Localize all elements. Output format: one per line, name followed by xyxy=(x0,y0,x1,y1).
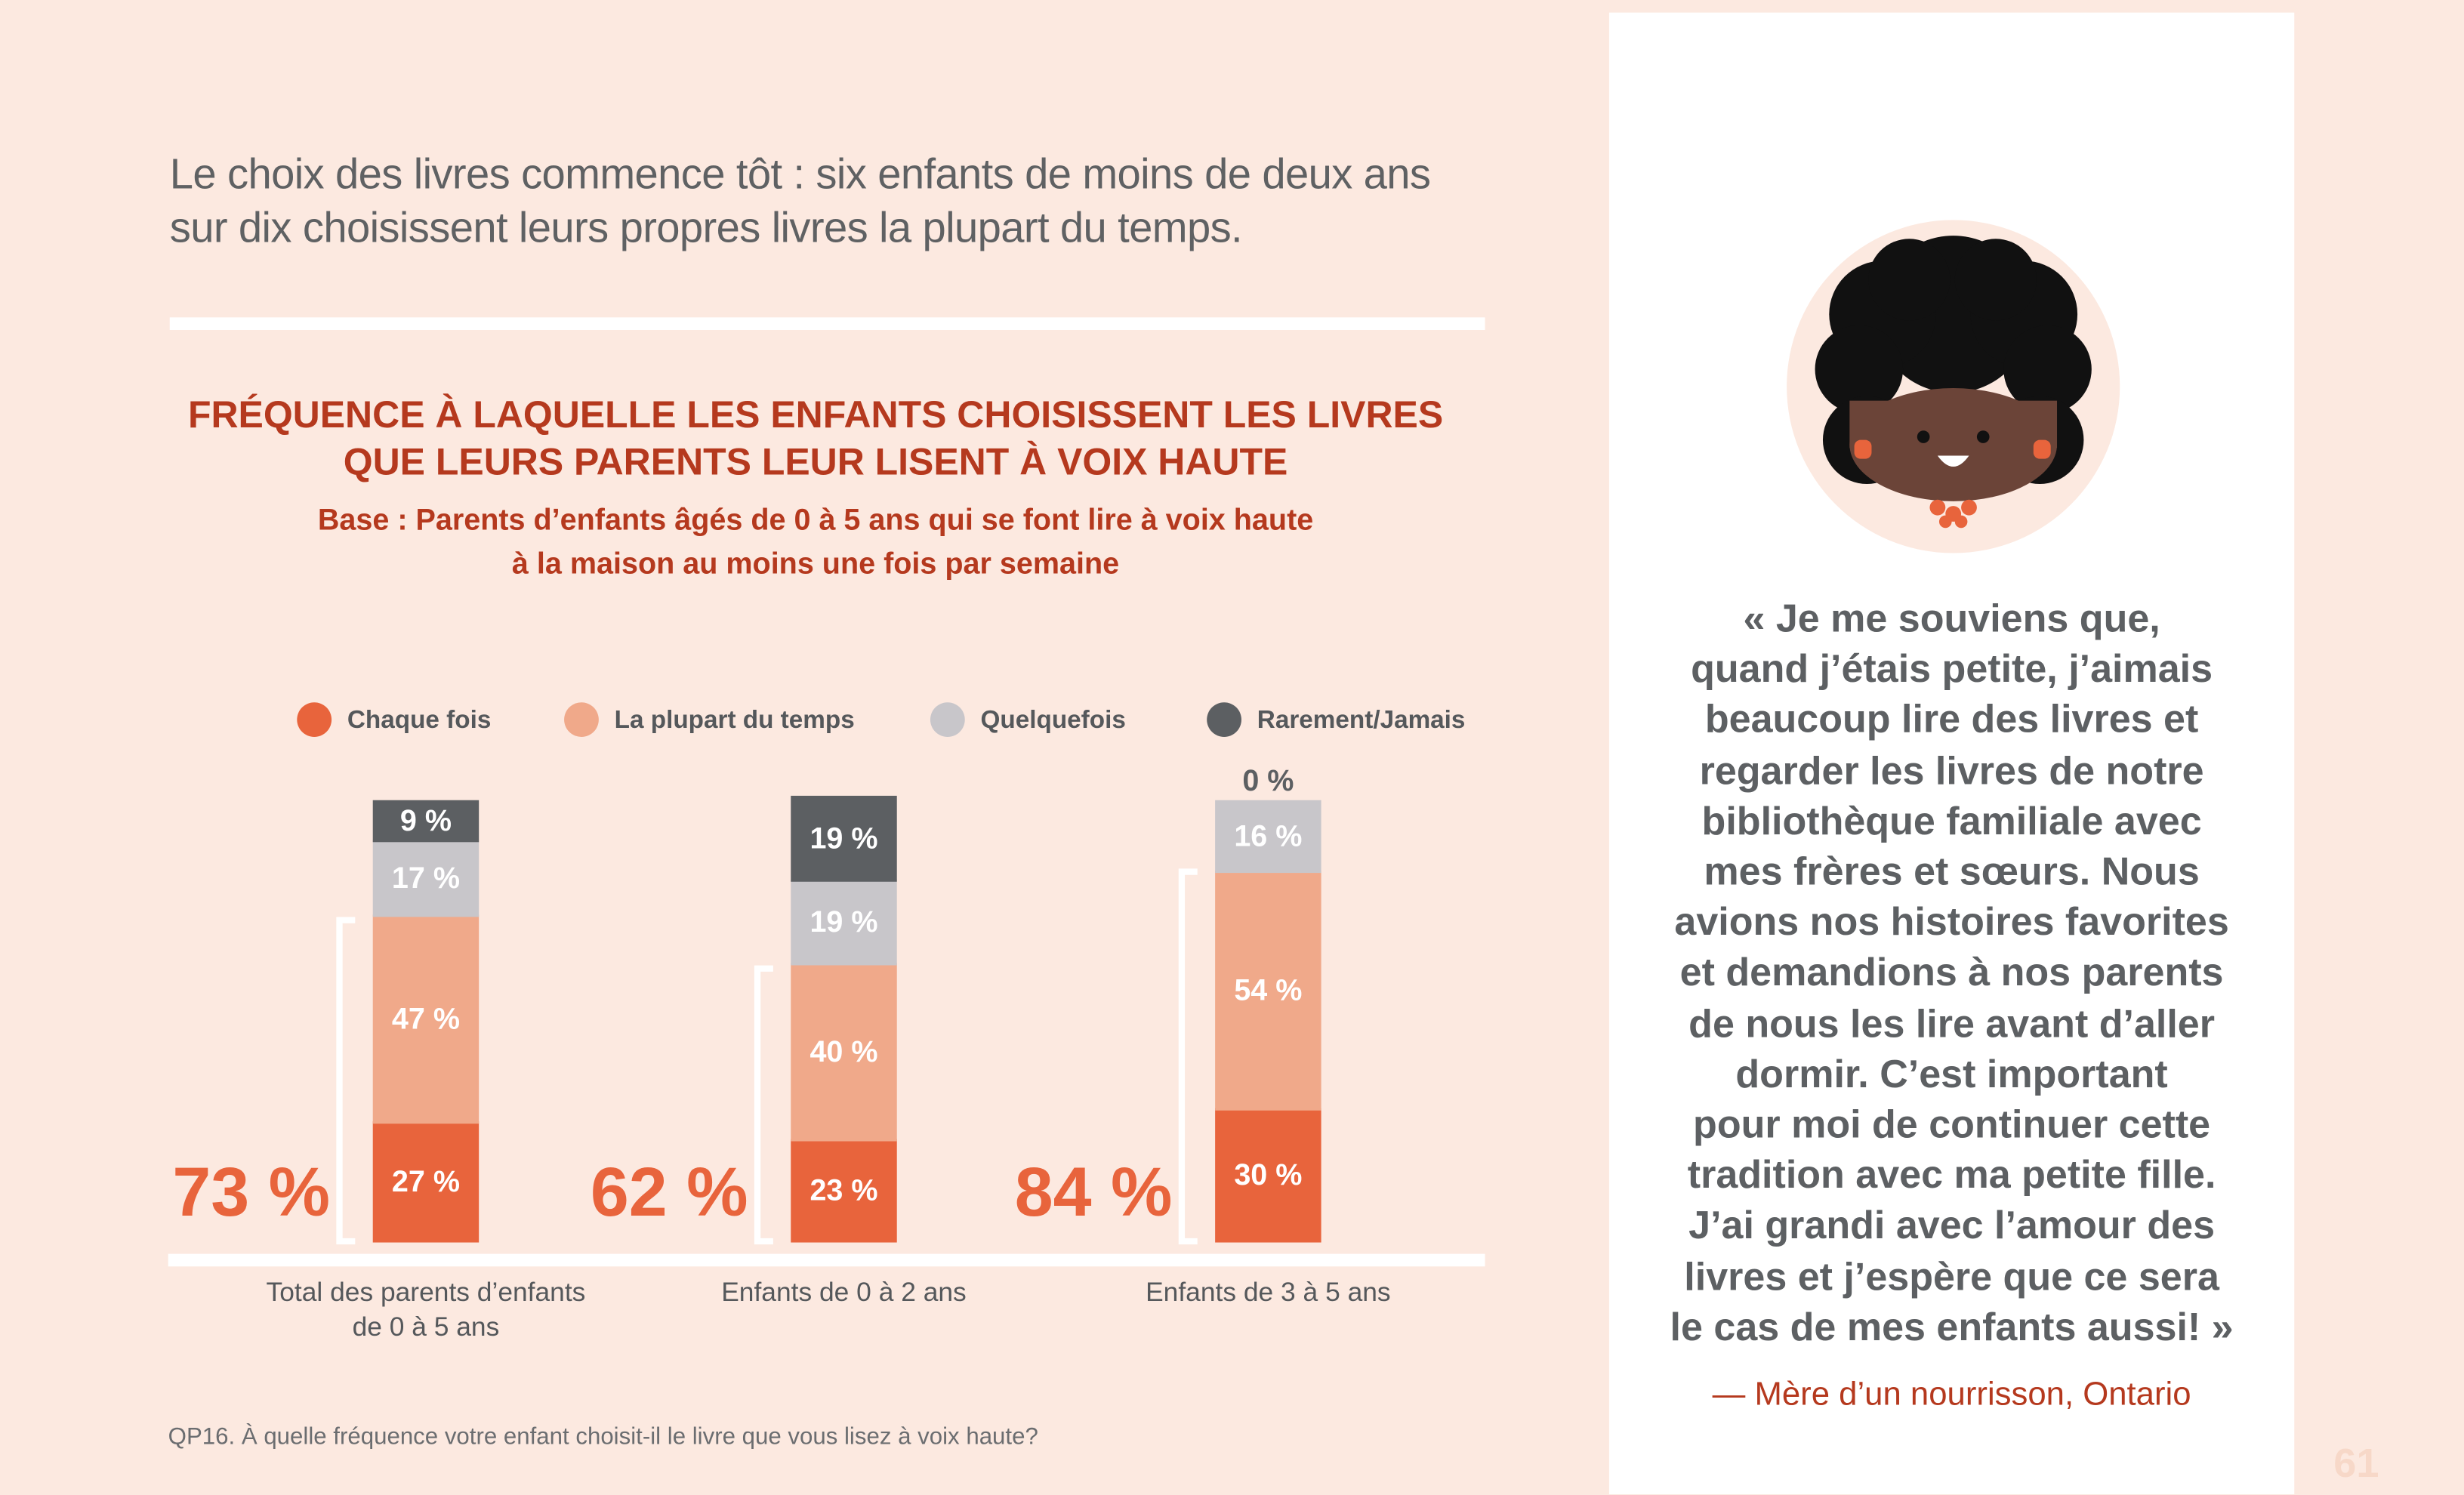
legend-swatch xyxy=(1207,702,1241,737)
value-label: 9 % xyxy=(400,804,452,837)
quote-line: bibliothèque familiale avec xyxy=(1701,799,2202,844)
bar-segment xyxy=(791,795,897,882)
quote-line: et demandions à nos parents xyxy=(1679,951,2224,996)
total-label: 73 % xyxy=(172,1154,330,1231)
bar-segment xyxy=(372,800,480,843)
chart-title-line: QUE LEURS PARENTS LEUR LISENT À VOIX HAU… xyxy=(343,441,1288,484)
lead-line: Le choix des livres commence tôt : six e… xyxy=(169,150,1431,199)
legend-label: Quelquefois xyxy=(981,706,1126,734)
chart-subtitle-line: Base : Parents d’enfants âgés de 0 à 5 a… xyxy=(317,504,1314,538)
value-label: 47 % xyxy=(392,1002,460,1035)
page-number: 61 xyxy=(2333,1439,2379,1487)
bar-segment xyxy=(1215,870,1321,1111)
quote-line: de nous les lire avant d’aller xyxy=(1688,1001,2216,1046)
bar-segment xyxy=(372,840,480,917)
value-label: 40 % xyxy=(810,1035,877,1068)
quote-attribution: — Mère d’un nourrisson, Ontario xyxy=(1712,1376,2191,1413)
bar-segment xyxy=(372,1121,480,1243)
quote-line: pour moi de continuer cette xyxy=(1693,1102,2211,1148)
quote-line: regarder les livres de notre xyxy=(1699,748,2204,794)
bar-segment xyxy=(791,879,897,966)
quote-line: beaucoup lire des livres et xyxy=(1704,698,2199,743)
quote-line: mes frères et sœurs. Nous xyxy=(1704,849,2200,895)
quote-line: J’ai grandi avec l’amour des xyxy=(1688,1204,2216,1249)
quote-line: livres et j’espère que ce sera xyxy=(1684,1254,2219,1299)
category-label: Total des parents d’enfants de 0 à 5 ans xyxy=(266,1277,586,1342)
category-label: Enfants de 0 à 2 ans xyxy=(721,1277,967,1308)
value-label: 23 % xyxy=(810,1174,877,1207)
quote-line: le cas de mes enfants aussi! » xyxy=(1670,1305,2234,1350)
total-bracket xyxy=(754,965,773,1245)
footnote: QP16. À quelle fréquence votre enfant ch… xyxy=(168,1423,1038,1450)
category-label: Enfants de 3 à 5 ans xyxy=(1146,1277,1391,1308)
total-bracket xyxy=(336,917,356,1245)
bar-segment xyxy=(372,914,480,1124)
value-label: 17 % xyxy=(392,862,460,895)
legend-swatch xyxy=(564,702,599,737)
lead-title: Le choix des livres commence tôt : six e… xyxy=(170,148,1522,255)
quote-line: « Je me souviens que, xyxy=(1743,596,2160,642)
avatar xyxy=(1787,220,2120,553)
bar-segment xyxy=(791,1139,897,1243)
value-label: 19 % xyxy=(810,821,877,855)
value-label: 27 % xyxy=(392,1165,460,1198)
value-label: 30 % xyxy=(1234,1158,1302,1191)
quote-line: tradition avec ma petite fille. xyxy=(1687,1153,2216,1198)
legend-label: La plupart du temps xyxy=(615,706,855,734)
legend-swatch xyxy=(297,702,332,737)
bar-segment xyxy=(1215,1108,1321,1243)
quote-line: quand j’étais petite, j’aimais xyxy=(1691,647,2213,692)
chart-subtitle: Base : Parents d’enfants âgés de 0 à 5 a… xyxy=(170,500,1462,588)
baseline xyxy=(168,1253,1485,1267)
total-label: 84 % xyxy=(1015,1154,1173,1231)
value-label: 0 % xyxy=(1242,764,1294,797)
bar-segment xyxy=(1215,800,1321,874)
chart-subtitle-line: à la maison au moins une fois par semain… xyxy=(511,548,1120,581)
divider xyxy=(169,317,1485,331)
legend-label: Chaque fois xyxy=(347,706,491,734)
chart-title-line: FRÉQUENCE À LAQUELLE LES ENFANTS CHOISIS… xyxy=(187,394,1444,437)
lead-line: sur dix choisissent leurs propres livres… xyxy=(169,204,1243,251)
quote-line: dormir. C’est important xyxy=(1735,1052,2168,1097)
legend-label: Rarement/Jamais xyxy=(1257,706,1466,734)
chart-title: FRÉQUENCE À LAQUELLE LES ENFANTS CHOISIS… xyxy=(170,393,1462,487)
legend-swatch xyxy=(930,702,965,737)
value-label: 19 % xyxy=(810,905,877,939)
value-label: 54 % xyxy=(1234,973,1302,1006)
total-label: 62 % xyxy=(591,1154,748,1231)
quote: « Je me souviens que, quand j’étais petit… xyxy=(1609,594,2294,1353)
quote-line: avions nos histoires favorites xyxy=(1674,900,2229,945)
value-label: 16 % xyxy=(1234,819,1302,852)
bar-segment xyxy=(791,963,897,1142)
total-bracket xyxy=(1178,868,1198,1245)
